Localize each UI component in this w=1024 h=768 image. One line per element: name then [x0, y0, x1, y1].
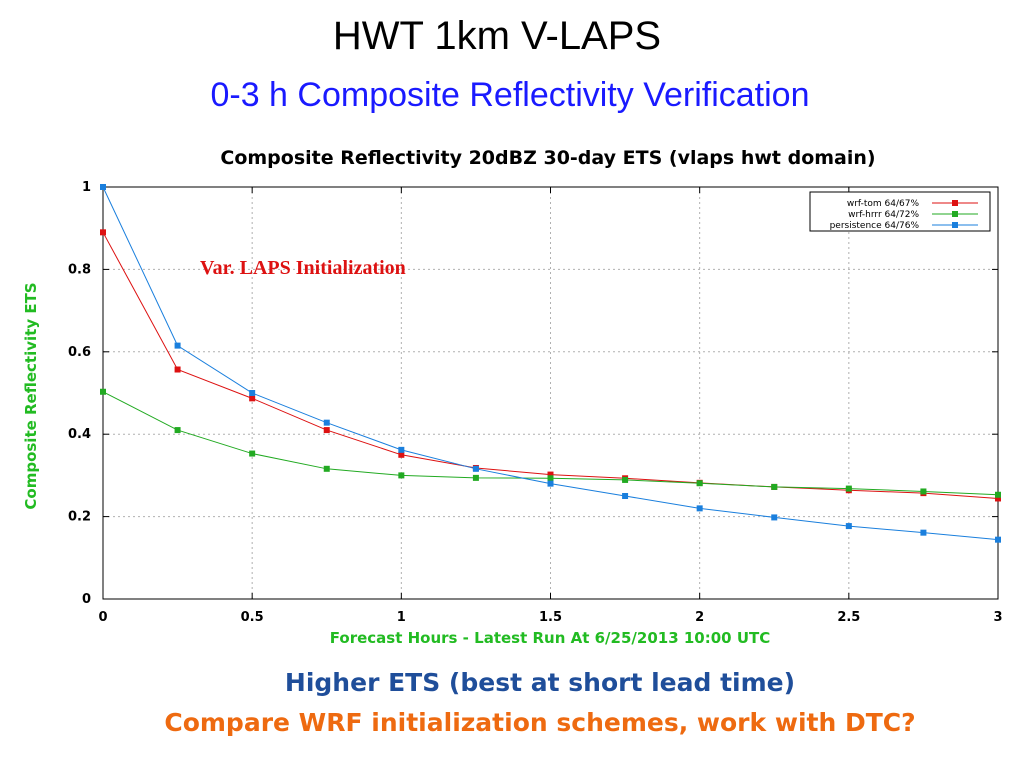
y-tick-label: 1 [82, 180, 91, 195]
series-point-2 [398, 446, 405, 453]
series-point-0 [174, 366, 181, 373]
series-point-2 [249, 390, 256, 396]
series-point-1 [174, 427, 181, 434]
series-point-2 [845, 523, 852, 530]
series-point-1 [398, 472, 405, 479]
series-point-0 [249, 395, 256, 402]
y-tick-label: 0.2 [68, 510, 91, 525]
series-point-0 [323, 427, 330, 434]
series-point-1 [472, 474, 479, 481]
y-tick-label: 0.6 [68, 345, 91, 360]
x-tick-label: 1 [397, 610, 406, 625]
legend-marker [952, 211, 958, 217]
series-layer [100, 184, 1001, 543]
x-tick-label: 2.5 [837, 610, 860, 625]
footer-line-2: Compare WRF initialization schemes, work… [164, 708, 916, 737]
series-point-2 [771, 514, 778, 521]
y-tick-label: 0.8 [68, 262, 91, 277]
series-point-1 [547, 475, 554, 482]
footer-line-1: Higher ETS (best at short lead time) [284, 668, 796, 697]
series-point-1 [622, 476, 629, 483]
x-tick-label: 2 [695, 610, 704, 625]
ets-line-chart: Composite Reflectivity 20dBZ 30-day ETS … [22, 147, 1003, 647]
x-tick-label: 1.5 [539, 610, 562, 625]
x-tick-label: 0.5 [241, 610, 264, 625]
series-point-0 [398, 451, 405, 458]
series-point-2 [547, 480, 554, 487]
x-tick-label: 0 [98, 610, 107, 625]
y-tick-label: 0.4 [68, 427, 91, 442]
series-point-2 [995, 536, 1001, 543]
series-point-2 [100, 184, 106, 190]
axis-ticks: 0 0.5 1 1.5 2 2.5 3 0 0.2 0.4 0.6 0.8 1 [68, 180, 1003, 625]
y-axis-label: Composite Reflectivity ETS [22, 282, 40, 509]
slide-subtitle: 0-3 h Composite Reflectivity Verificatio… [210, 76, 810, 114]
series-point-2 [323, 419, 330, 426]
series-point-1 [696, 480, 703, 487]
y-tick-label: 0 [82, 592, 91, 607]
x-tick-label: 3 [993, 610, 1002, 625]
series-point-2 [920, 529, 927, 536]
legend-label: wrf-tom 64/67% [847, 199, 920, 209]
series-point-1 [995, 491, 1001, 498]
series-point-2 [696, 505, 703, 512]
legend-label: wrf-hrrr 64/72% [848, 210, 919, 220]
series-point-1 [771, 483, 778, 490]
series-point-1 [920, 488, 927, 495]
series-point-0 [100, 229, 106, 236]
slide-title: HWT 1km V-LAPS [332, 14, 662, 58]
series-point-0 [995, 495, 1001, 502]
series-point-2 [472, 465, 479, 472]
chart-annotation: Var. LAPS Initialization [200, 257, 406, 279]
chart-title: Composite Reflectivity 20dBZ 30-day ETS … [220, 147, 875, 169]
legend-marker [952, 222, 958, 228]
legend-label: persistence 64/76% [830, 221, 920, 231]
x-axis-label: Forecast Hours - Latest Run At 6/25/2013… [330, 629, 771, 647]
series-point-1 [249, 450, 256, 457]
series-point-2 [174, 342, 181, 349]
series-point-1 [100, 388, 106, 395]
series-point-1 [323, 465, 330, 472]
series-point-2 [622, 493, 629, 499]
legend-marker [952, 200, 958, 206]
series-point-0 [547, 471, 554, 478]
series-point-1 [845, 485, 852, 492]
chart-legend: wrf-tom 64/67%wrf-hrrr 64/72%persistence… [809, 191, 991, 232]
